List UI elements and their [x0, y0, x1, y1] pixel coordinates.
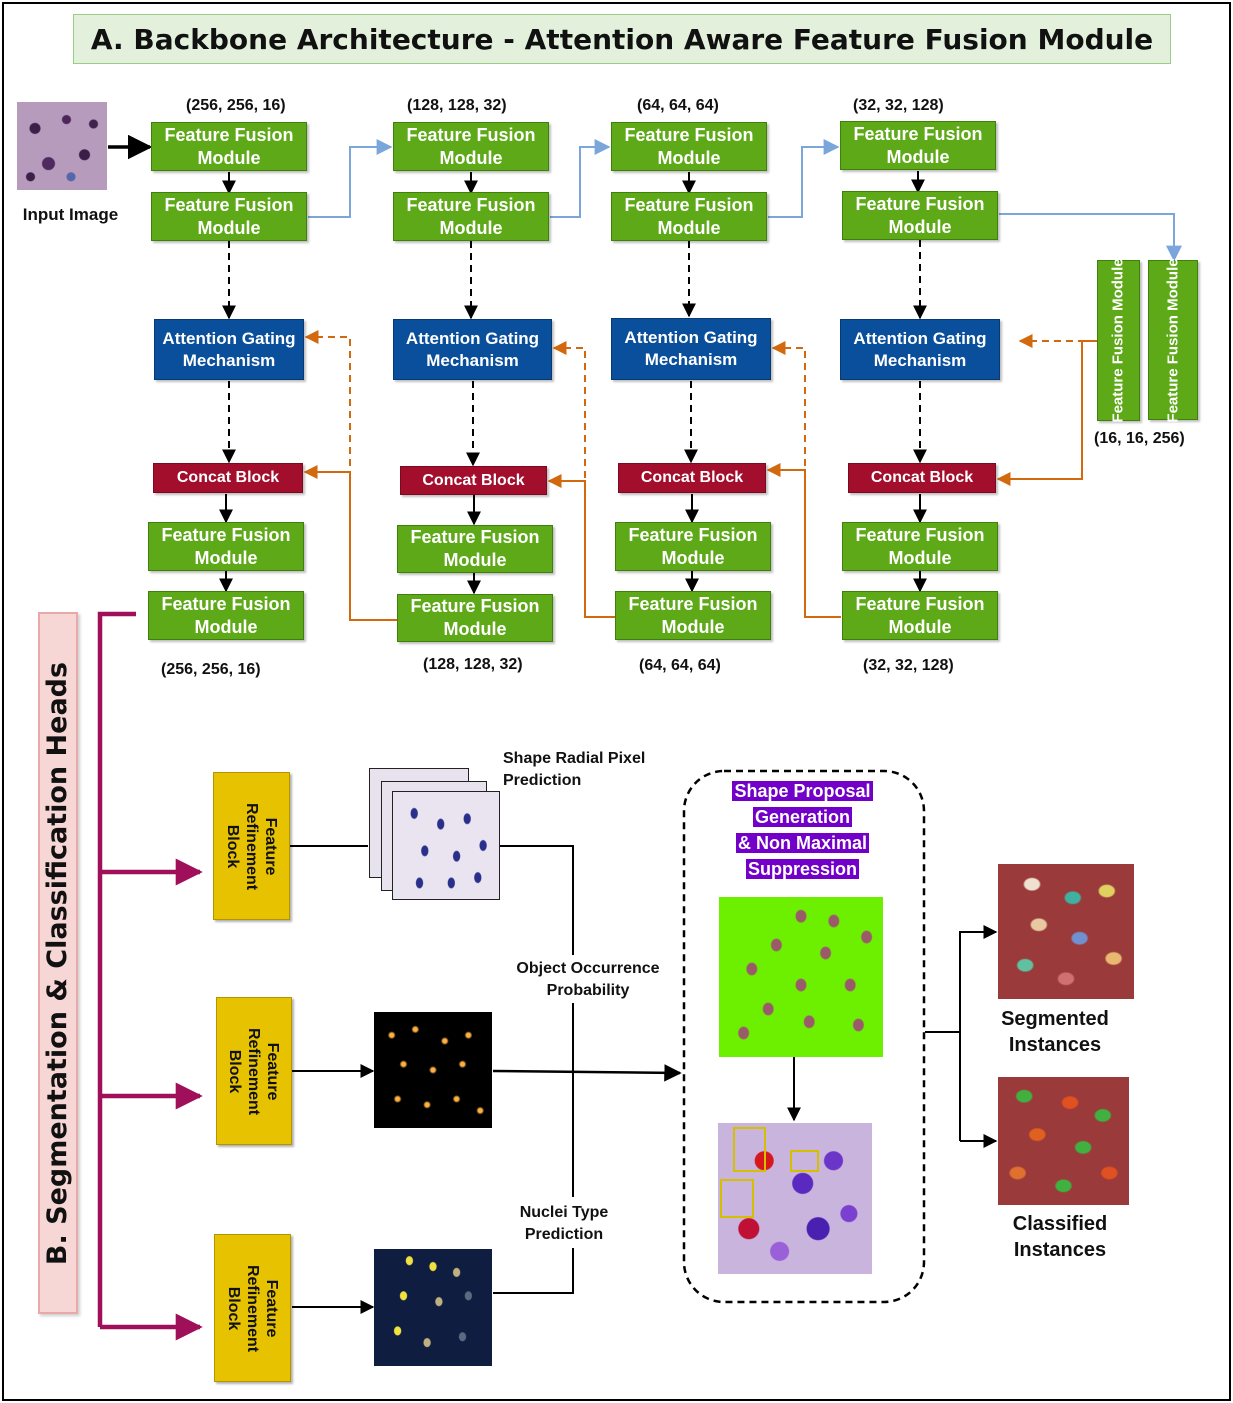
input-image: [17, 102, 107, 190]
nuclei-type-label: Nuclei Type Prediction: [505, 1202, 623, 1246]
bottleneck-ffm-1: Feature Fusion Module: [1097, 258, 1140, 423]
object-occurrence-label: Object Occurrence Probability: [503, 958, 673, 1002]
shape-radial-label: Shape Radial Pixel Prediction: [503, 750, 646, 789]
encoder-ffm-2a: Feature Fusion Module: [393, 122, 549, 171]
bottleneck-dim: (16, 16, 256): [1094, 430, 1185, 447]
encoder-dim-1: (256, 256, 16): [186, 97, 286, 114]
concat-block-1: Concat Block: [153, 463, 303, 493]
concat-block-2: Concat Block: [400, 466, 547, 495]
concat-block-4: Concat Block: [848, 463, 996, 493]
feature-refinement-block-2: Feature Refinement Block: [216, 997, 292, 1145]
encoder-ffm-1b: Feature Fusion Module: [151, 192, 307, 241]
encoder-ffm-4a: Feature Fusion Module: [840, 121, 996, 170]
proposal-title: Shape Proposal Generation & Non Maximal …: [732, 781, 873, 879]
encoder-dim-4: (32, 32, 128): [853, 97, 944, 114]
input-image-label: Input Image: [22, 205, 119, 224]
radial-map-front: [392, 791, 500, 900]
encoder-ffm-1a: Feature Fusion Module: [151, 122, 307, 171]
encoder-ffm-2b: Feature Fusion Module: [393, 192, 549, 241]
probability-map: [374, 1012, 492, 1128]
nms-output-image: [718, 1123, 872, 1274]
heads-title: B. Segmentation & Classification Heads: [38, 612, 78, 1314]
attention-gate-4: Attention Gating Mechanism: [840, 319, 1000, 380]
decoder-ffm-4a: Feature Fusion Module: [842, 522, 998, 571]
decoder-ffm-3a: Feature Fusion Module: [615, 522, 771, 571]
shape-proposal-map: [719, 897, 883, 1057]
decoder-dim-3: (64, 64, 64): [639, 657, 721, 674]
bottleneck-ffm-2: Feature Fusion Module: [1148, 258, 1198, 422]
attention-gate-1: Attention Gating Mechanism: [154, 319, 304, 380]
nuclei-type-map: [374, 1249, 492, 1366]
attention-gate-3: Attention Gating Mechanism: [611, 318, 771, 380]
feature-refinement-block-1: Feature Refinement Block: [213, 772, 290, 920]
feature-refinement-block-3: Feature Refinement Block: [214, 1234, 291, 1382]
nms-box-2: [790, 1150, 819, 1172]
concat-block-3: Concat Block: [618, 463, 766, 493]
nms-box-3: [720, 1179, 754, 1218]
proposal-container: [682, 769, 926, 1304]
encoder-ffm-3a: Feature Fusion Module: [611, 122, 767, 171]
decoder-ffm-2b: Feature Fusion Module: [397, 594, 553, 642]
decoder-dim-4: (32, 32, 128): [863, 657, 954, 674]
decoder-ffm-2a: Feature Fusion Module: [397, 525, 553, 573]
decoder-dim-1: (256, 256, 16): [161, 661, 261, 678]
nms-box-1: [733, 1127, 766, 1172]
decoder-ffm-1b: Feature Fusion Module: [148, 591, 304, 640]
decoder-dim-2: (128, 128, 32): [423, 656, 523, 673]
encoder-dim-3: (64, 64, 64): [637, 97, 719, 114]
decoder-ffm-4b: Feature Fusion Module: [842, 591, 998, 640]
attention-gate-2: Attention Gating Mechanism: [393, 319, 552, 380]
classified-instances-label: Classified Instances: [1012, 1213, 1108, 1261]
encoder-ffm-4b: Feature Fusion Module: [842, 191, 998, 240]
segmented-instances-image: [998, 864, 1134, 999]
decoder-ffm-1a: Feature Fusion Module: [148, 522, 304, 571]
backbone-title: A. Backbone Architecture - Attention Awa…: [73, 14, 1171, 64]
encoder-dim-2: (128, 128, 32): [407, 97, 507, 114]
segmented-instances-label: Segmented Instances: [1001, 1008, 1109, 1056]
encoder-ffm-3b: Feature Fusion Module: [611, 192, 767, 241]
classified-instances-image: [998, 1077, 1129, 1205]
decoder-ffm-3b: Feature Fusion Module: [615, 591, 771, 640]
